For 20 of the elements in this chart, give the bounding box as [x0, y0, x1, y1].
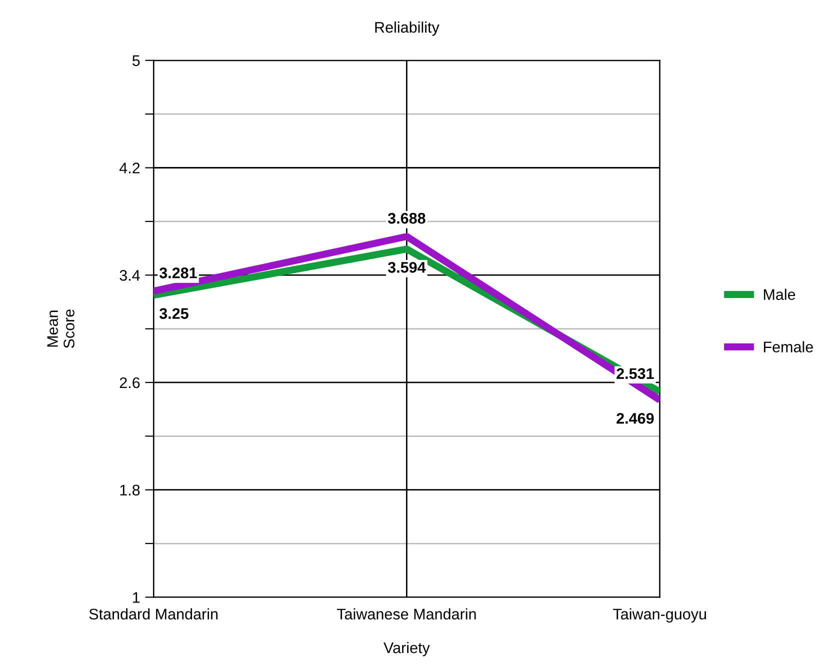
y-tick-label: 3.4	[120, 270, 140, 281]
data-label: 3.25	[159, 308, 188, 319]
y-tick-label: 5	[132, 55, 140, 66]
data-label: 3.281	[159, 268, 197, 278]
data-label: 3.594	[388, 262, 426, 273]
x-tick-label: Standard Mandarin	[89, 608, 218, 620]
x-axis-title: Variety	[384, 642, 430, 656]
data-label: 2.531	[616, 368, 654, 380]
data-label: 2.469	[616, 412, 654, 424]
legend-label: Male	[764, 288, 796, 300]
y-axis-title: Mean Score	[47, 310, 74, 348]
y-tick-label: 1	[133, 592, 140, 603]
y-tick-label: 1.8	[120, 484, 140, 496]
legend-label: Female	[764, 341, 813, 352]
y-tick-label: 4.2	[119, 162, 140, 174]
data-label: 3.688	[388, 212, 426, 224]
chart-title: Reliability	[375, 22, 440, 36]
y-tick-label: 2.6	[120, 377, 140, 388]
x-tick-label: Taiwan-guoyu	[613, 608, 706, 623]
x-tick-label: Taiwanese Mandarin	[336, 608, 476, 620]
